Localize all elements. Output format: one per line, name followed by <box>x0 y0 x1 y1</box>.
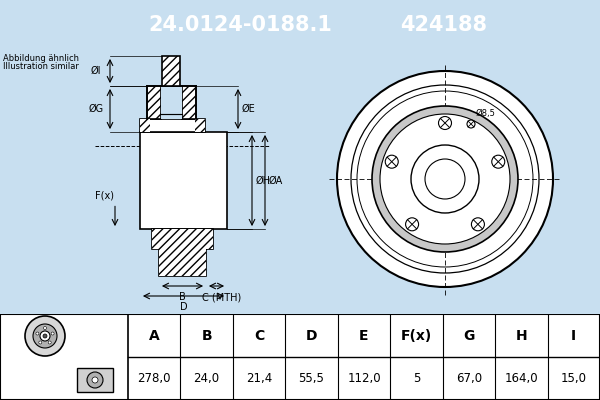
Bar <box>140 132 227 229</box>
Text: 164,0: 164,0 <box>505 372 538 385</box>
Text: G: G <box>463 328 475 342</box>
Text: D: D <box>179 302 187 312</box>
Circle shape <box>472 218 484 231</box>
Text: 424188: 424188 <box>401 15 487 35</box>
Circle shape <box>406 218 419 231</box>
Text: 21,4: 21,4 <box>246 372 272 385</box>
Circle shape <box>43 334 47 338</box>
Bar <box>152 229 213 249</box>
Bar <box>147 86 161 119</box>
Circle shape <box>372 106 518 252</box>
Bar <box>161 86 182 119</box>
Text: B: B <box>202 328 212 342</box>
Circle shape <box>36 332 39 335</box>
Circle shape <box>44 326 47 330</box>
Text: E: E <box>359 328 369 342</box>
Bar <box>195 119 205 132</box>
Text: Ø8,5: Ø8,5 <box>476 109 496 118</box>
Circle shape <box>48 341 51 344</box>
Circle shape <box>467 120 475 128</box>
Text: Ø11: Ø11 <box>460 230 477 238</box>
Circle shape <box>380 114 510 244</box>
Circle shape <box>25 316 65 356</box>
Text: B: B <box>179 292 186 302</box>
Bar <box>140 119 150 132</box>
Text: I: I <box>571 328 577 342</box>
Text: F(x): F(x) <box>401 328 432 342</box>
Circle shape <box>492 155 505 168</box>
Text: 55,5: 55,5 <box>299 372 325 385</box>
Circle shape <box>51 332 54 335</box>
Text: F(x): F(x) <box>95 190 114 200</box>
Bar <box>182 86 196 119</box>
Text: 24,0: 24,0 <box>194 372 220 385</box>
Text: H: H <box>515 328 527 342</box>
Bar <box>77 368 113 392</box>
Circle shape <box>425 159 465 199</box>
Circle shape <box>337 71 553 287</box>
Text: 5: 5 <box>413 372 420 385</box>
Bar <box>162 56 180 86</box>
Text: Ø100: Ø100 <box>453 166 477 176</box>
Text: Abbildung ähnlich: Abbildung ähnlich <box>3 54 79 63</box>
Text: 67,0: 67,0 <box>456 372 482 385</box>
Text: C (MTH): C (MTH) <box>202 292 241 302</box>
Text: A: A <box>149 328 160 342</box>
Text: C: C <box>254 328 264 342</box>
Circle shape <box>39 341 42 344</box>
Circle shape <box>411 145 479 213</box>
Text: ØI: ØI <box>91 66 101 76</box>
Text: ØH: ØH <box>256 176 271 186</box>
Text: 24.0124-0188.1: 24.0124-0188.1 <box>148 15 332 35</box>
Text: 15,0: 15,0 <box>561 372 587 385</box>
Text: ØE: ØE <box>242 104 256 114</box>
Bar <box>140 119 205 132</box>
Circle shape <box>40 331 50 341</box>
Bar <box>159 249 206 276</box>
Text: Illustration similar: Illustration similar <box>3 62 79 71</box>
Circle shape <box>92 377 98 383</box>
Circle shape <box>33 324 57 348</box>
Text: 112,0: 112,0 <box>347 372 381 385</box>
Text: D: D <box>306 328 317 342</box>
Bar <box>159 249 206 276</box>
Text: ØA: ØA <box>269 176 283 186</box>
Text: 278,0: 278,0 <box>137 372 171 385</box>
Circle shape <box>385 155 398 168</box>
Circle shape <box>439 116 452 130</box>
Circle shape <box>87 372 103 388</box>
Text: ØG: ØG <box>88 104 104 114</box>
Bar <box>152 229 213 249</box>
